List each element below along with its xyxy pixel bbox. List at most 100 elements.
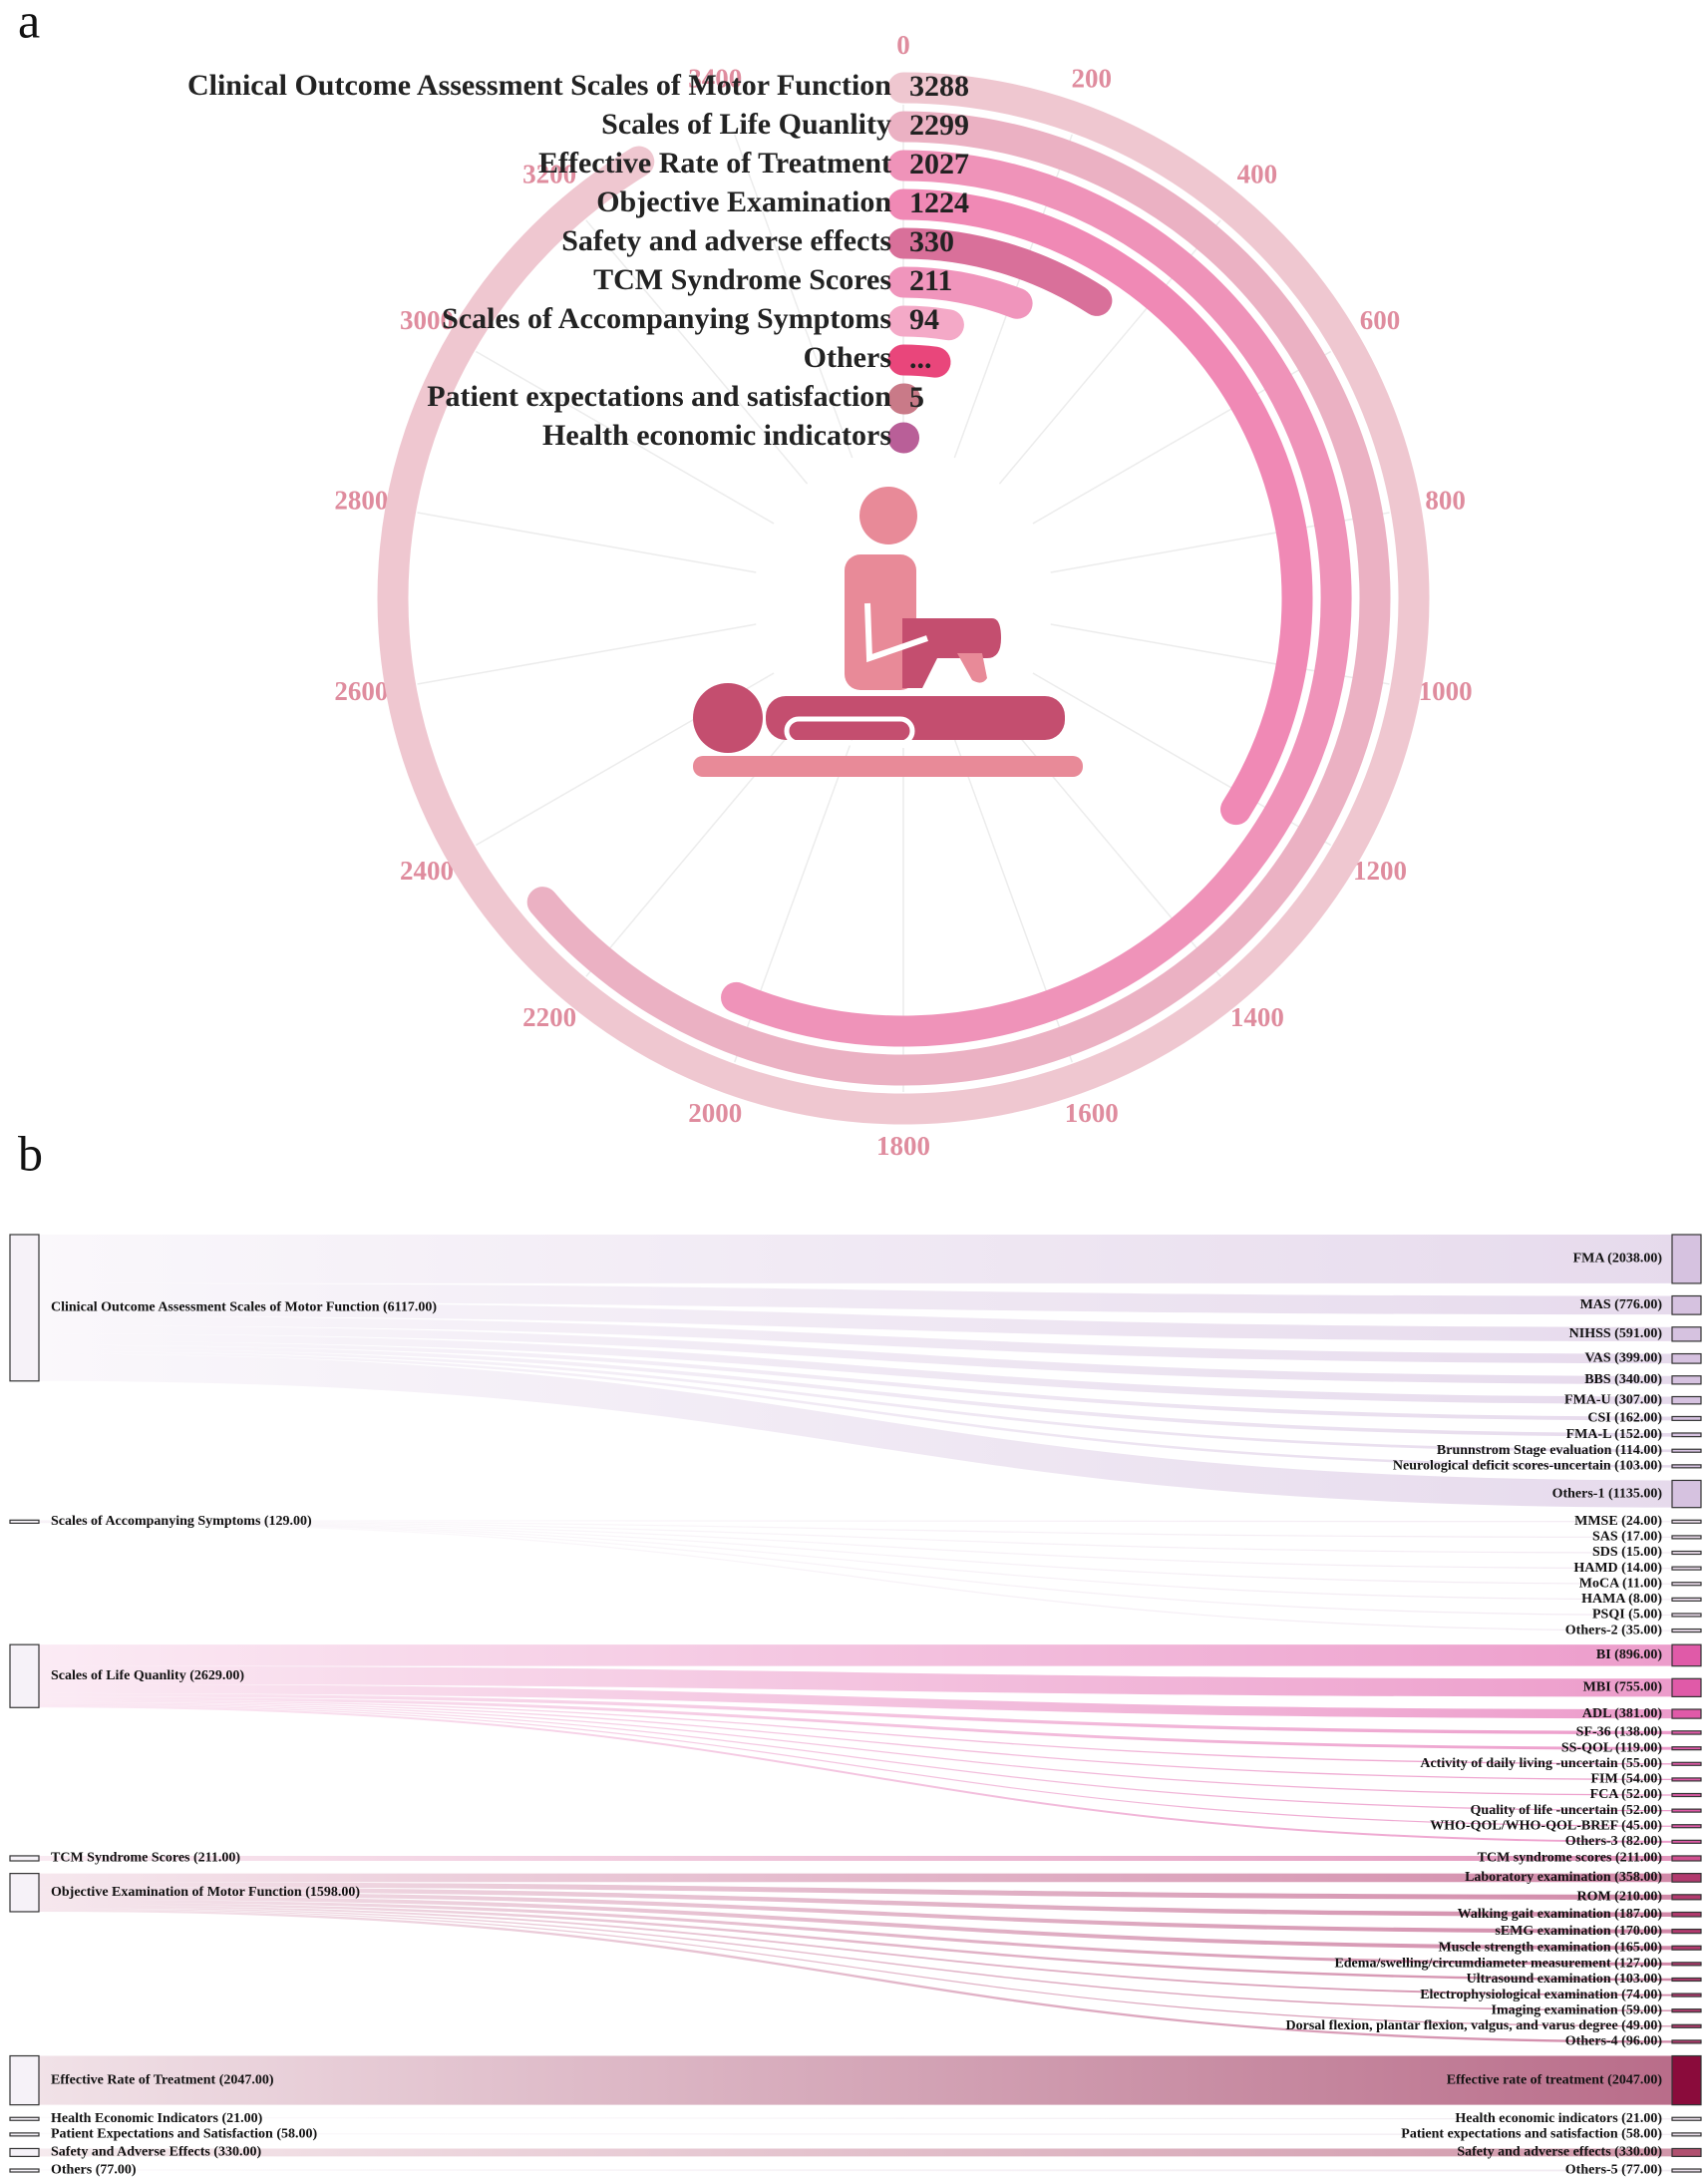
angular-tick-label: 2000 [688, 1098, 742, 1128]
target-label: SS-QOL (119.00) [1561, 1740, 1662, 1755]
sankey-chart: Clinical Outcome Assessment Scales of Mo… [9, 1234, 1702, 2177]
value-label: ... [909, 342, 932, 375]
sankey-link [38, 2168, 1673, 2172]
category-label: Clinical Outcome Assessment Scales of Mo… [187, 69, 891, 102]
sankey-link [38, 1905, 1673, 1996]
target-label: SDS (15.00) [1592, 1545, 1662, 1560]
radial-bar [887, 227, 1113, 316]
angular-tick-label: 1200 [1353, 856, 1407, 886]
sankey-target-node [1671, 1873, 1702, 1883]
panel-label: b [18, 1125, 43, 1181]
sankey-target-node [1671, 1415, 1702, 1421]
category-label: Objective Examination [596, 185, 891, 218]
target-label: WHO-QOL/WHO-QOL-BREF (45.00) [1430, 1818, 1662, 1833]
target-label: FMA (2038.00) [1573, 1252, 1663, 1267]
grid-spoke [417, 512, 757, 573]
sankey-link [38, 1705, 1673, 1843]
value-label: 2027 [909, 148, 969, 181]
value-label: 94 [909, 303, 939, 336]
target-label: FMA-U (307.00) [1564, 1392, 1662, 1407]
icon-bed [693, 756, 1083, 777]
grid-spoke [733, 134, 854, 459]
target-label: Brunnstrom Stage evaluation (114.00) [1437, 1443, 1662, 1458]
target-label: Health economic indicators (21.00) [1455, 2111, 1662, 2126]
radial-chart: 0 200 400 600 800 1000 1200 1400 1600 1800 2000 220… [187, 30, 1473, 1161]
target-label: SAS (17.00) [1592, 1530, 1662, 1545]
sankey-target-node [1671, 1519, 1702, 1524]
angular-tick-label: 1600 [1065, 1098, 1119, 1128]
sankey-link [38, 1909, 1673, 2043]
icon-patient-body [766, 696, 1065, 740]
sankey-link [38, 1521, 1673, 1570]
icon-torso [845, 554, 916, 690]
sankey-link [38, 2116, 1673, 2120]
rehab-icon [693, 487, 1083, 777]
category-label: Effective Rate of Treatment [538, 147, 891, 180]
target-label: Safety and adverse effects (330.00) [1457, 2145, 1662, 2160]
source-label: TCM Syndrome Scores (211.00) [51, 1851, 240, 1866]
sankey-link [38, 1908, 1673, 2027]
sankey-target-node [1671, 1597, 1702, 1602]
target-label: PSQI (5.00) [1592, 1608, 1662, 1623]
angular-tick-label: 2200 [522, 1002, 576, 1032]
angular-tick-label: 3000 [400, 305, 454, 335]
grid-spoke [475, 350, 775, 525]
sankey-link [38, 1696, 1673, 1750]
sankey-link [38, 1301, 1673, 1341]
category-label: Scales of Accompanying Symptoms [442, 302, 891, 335]
sankey-target-node [1671, 1928, 1702, 1935]
category-label: Others [804, 341, 891, 374]
sankey-target-node [1671, 1375, 1702, 1385]
source-label: Health Economic Indicators (21.00) [51, 2111, 263, 2126]
sankey-target-node [1671, 1395, 1702, 1405]
sankey-target-node [1671, 1326, 1702, 1342]
sankey-link [38, 2132, 1673, 2136]
sankey-target-node [1671, 2008, 1702, 2013]
radial-bar [887, 305, 964, 341]
category-label: Health economic indicators [542, 419, 891, 452]
angular-tick-label: 400 [1237, 159, 1278, 188]
sankey-link [38, 1282, 1673, 1315]
icon-patient-head [693, 683, 763, 753]
category-label: TCM Syndrome Scores [593, 263, 891, 296]
sankey-link [38, 1520, 1673, 1554]
sankey-target-node [1671, 2132, 1702, 2137]
angular-tick-label: 200 [1072, 63, 1113, 93]
sankey-link [38, 1699, 1673, 1765]
sankey-target-node [1671, 2168, 1702, 2173]
sankey-target-node [1671, 1962, 1702, 1967]
sankey-link [38, 1891, 1673, 1934]
grid-spoke [417, 623, 757, 685]
sankey-link [38, 1521, 1673, 1585]
sankey-target-node [1671, 1550, 1702, 1556]
angular-tick-label: 800 [1425, 485, 1466, 515]
icon-patient-arm [784, 716, 915, 746]
category-label: Patient expectations and satisfaction [427, 380, 891, 413]
sankey-link [38, 1522, 1673, 1632]
sankey-target-node [1671, 1730, 1702, 1735]
sankey-source-node [9, 2168, 40, 2173]
target-label: Effective rate of treatment (2047.00) [1447, 2072, 1663, 2087]
target-label: TCM syndrome scores (211.00) [1478, 1851, 1663, 1866]
sankey-link [38, 1704, 1673, 1827]
sankey-target-node [1671, 1464, 1702, 1469]
sankey-target-node [1671, 1234, 1702, 1284]
sankey-link [38, 1895, 1673, 1951]
target-label: sEMG examination (170.00) [1495, 1924, 1662, 1939]
source-label: Safety and Adverse Effects (330.00) [51, 2145, 261, 2160]
target-label: Others-1 (1135.00) [1552, 1486, 1663, 1501]
source-label: Scales of Accompanying Symptoms (129.00) [51, 1514, 312, 1529]
sankey-target-node [1671, 1628, 1702, 1633]
sankey-link [38, 1683, 1673, 1719]
value-label: 211 [909, 264, 952, 297]
source-label: Others (77.00) [51, 2163, 137, 2177]
angular-tick-label: 3200 [522, 159, 576, 188]
sankey-source-node [9, 2116, 40, 2121]
icon-leg [902, 618, 1001, 688]
sankey-target-node [1671, 1792, 1702, 1798]
sankey-target-node [1671, 1432, 1702, 1438]
grid-spoke [585, 219, 809, 485]
angular-tick-label: 2600 [334, 676, 388, 706]
target-label: Electrophysiological examination (74.00) [1420, 1988, 1662, 2002]
